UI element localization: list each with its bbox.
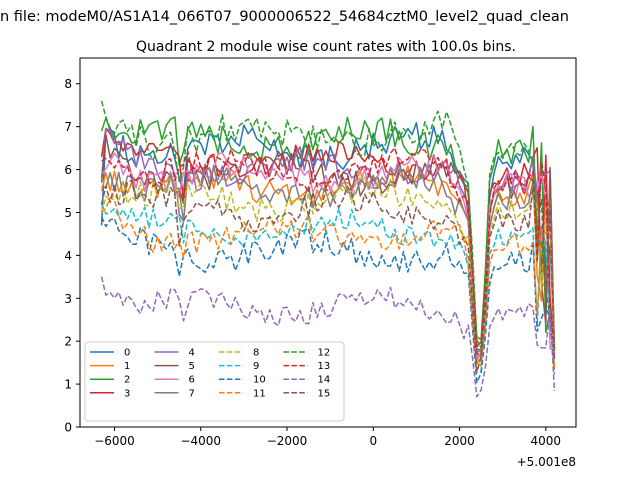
- series-lines: [100, 100, 556, 398]
- legend-label-4: 4: [189, 348, 195, 359]
- legend-label-5: 5: [189, 361, 195, 372]
- x-tick-label: −4000: [180, 434, 221, 448]
- y-axis: 0 1 2 3 4 5 6 7 8: [64, 77, 80, 435]
- x-tick-label: −2000: [267, 434, 308, 448]
- series-line-3: [100, 127, 556, 348]
- x-axis: −6000 −4000 −2000 0 2000 4000: [94, 427, 561, 448]
- legend-label-0: 0: [124, 348, 130, 359]
- series-line-13: [101, 147, 556, 356]
- legend-label-10: 10: [253, 375, 266, 386]
- legend-label-9: 9: [253, 361, 259, 372]
- series-line-0: [100, 122, 556, 352]
- chart-title: Quadrant 2 module wise count rates with …: [136, 39, 516, 55]
- series-line-14: [100, 276, 556, 398]
- legend-label-8: 8: [253, 348, 259, 359]
- x-tick-label: −6000: [94, 434, 135, 448]
- y-tick-label: 6: [64, 163, 72, 177]
- x-tick-label: 0: [369, 434, 377, 448]
- legend-box: [84, 341, 345, 422]
- legend-label-14: 14: [318, 375, 331, 386]
- legend-label-15: 15: [318, 388, 331, 399]
- y-tick-label: 0: [64, 421, 72, 435]
- series-line-9: [100, 203, 556, 374]
- legend-label-12: 12: [318, 348, 331, 359]
- series-line-15: [100, 179, 556, 373]
- x-tick-label: 4000: [531, 434, 562, 448]
- y-tick-label: 8: [64, 77, 72, 91]
- plot-frame: [79, 57, 577, 428]
- series-line-10: [100, 216, 556, 384]
- y-tick-label: 5: [64, 206, 72, 220]
- series-line-2: [100, 116, 556, 341]
- y-tick-label: 4: [64, 249, 72, 263]
- legend-label-11: 11: [253, 388, 266, 399]
- series-line-7: [101, 163, 556, 355]
- series-line-8: [100, 176, 556, 368]
- series-line-12: [100, 100, 556, 350]
- legend-label-3: 3: [124, 388, 130, 399]
- legend-label-7: 7: [189, 388, 195, 399]
- y-tick-label: 3: [64, 292, 72, 306]
- series-line-11: [101, 196, 556, 370]
- y-tick-label: 7: [64, 120, 72, 134]
- y-tick-label: 2: [64, 335, 72, 349]
- legend-label-13: 13: [318, 361, 331, 372]
- x-offset-label: +5.001e8: [517, 455, 576, 469]
- y-tick-label: 1: [64, 378, 72, 392]
- legend-label-2: 2: [124, 375, 130, 386]
- x-tick-label: 2000: [444, 434, 475, 448]
- legend-label-1: 1: [124, 361, 130, 372]
- legend-label-6: 6: [189, 375, 195, 386]
- figure-suptitle: n file: modeM0/AS1A14_066T07_9000006522_…: [0, 9, 569, 25]
